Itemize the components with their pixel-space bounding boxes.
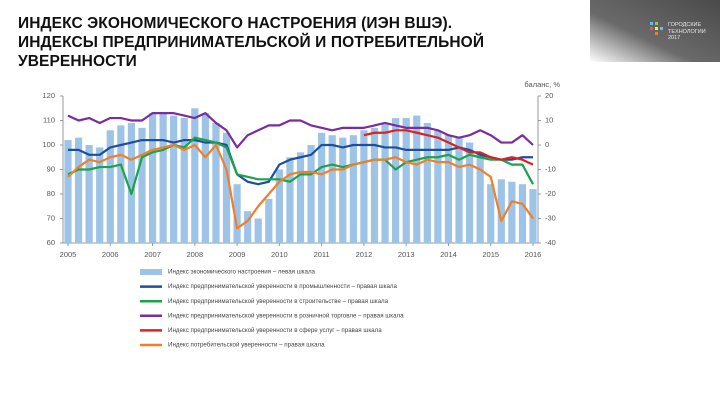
bar bbox=[85, 145, 93, 243]
bar bbox=[392, 118, 400, 243]
logo: ГОРОДСКИЕ ТЕХНОЛОГИИ 2017 bbox=[668, 22, 706, 42]
logo-line: ГОРОДСКИЕ bbox=[668, 22, 702, 28]
bar bbox=[508, 181, 516, 243]
y2-tick-label: 0 bbox=[545, 140, 549, 149]
bar bbox=[487, 184, 495, 243]
bar bbox=[212, 122, 220, 243]
bar bbox=[286, 157, 294, 243]
x-tick-label: 2016 bbox=[525, 250, 542, 259]
bar bbox=[465, 142, 474, 243]
bar bbox=[402, 118, 410, 243]
x-tick-label: 2005 bbox=[60, 250, 77, 259]
y2-tick-label: -30 bbox=[545, 213, 556, 222]
x-tick-label: 2015 bbox=[482, 250, 499, 259]
legend-label: Индекс предпринимательской уверенности в… bbox=[168, 298, 389, 305]
line-series bbox=[67, 112, 534, 149]
legend-label: Индекс предпринимательской уверенности в… bbox=[168, 283, 398, 290]
y2-tick-label: -40 bbox=[545, 238, 556, 247]
bar bbox=[117, 125, 125, 243]
legend-label: Индекс предпринимательской уверенности в… bbox=[168, 327, 382, 334]
bar bbox=[529, 189, 537, 243]
line-series bbox=[68, 139, 533, 186]
title-line: ИНДЕКСЫ ПРЕДПРИНИМАТЕЛЬСКОЙ И ПОТРЕБИТЕЛ… bbox=[18, 34, 485, 70]
bar bbox=[413, 115, 421, 243]
bar bbox=[254, 218, 262, 243]
bar bbox=[423, 122, 431, 243]
bar bbox=[360, 130, 368, 243]
bar bbox=[127, 122, 136, 243]
y2-tick-label: 20 bbox=[545, 91, 553, 100]
legend-label: Индекс потребительской уверенности – пра… bbox=[168, 342, 325, 349]
x-tick-label: 2007 bbox=[144, 250, 161, 259]
bar bbox=[74, 137, 83, 243]
bar bbox=[233, 184, 241, 243]
corner-decoration bbox=[590, 0, 720, 62]
x-tick-label: 2012 bbox=[356, 250, 373, 259]
logo-line: ТЕХНОЛОГИИ bbox=[668, 28, 706, 35]
x-tick-label: 2014 bbox=[440, 250, 457, 259]
bar bbox=[328, 135, 336, 243]
bar bbox=[244, 211, 252, 243]
bar bbox=[96, 147, 104, 243]
y-tick-label: 100 bbox=[42, 140, 55, 149]
bar bbox=[318, 132, 326, 243]
bar bbox=[434, 130, 442, 243]
bar bbox=[64, 140, 72, 243]
line-series bbox=[67, 136, 534, 196]
y-tick-label: 60 bbox=[47, 238, 55, 247]
y2-tick-label: -10 bbox=[545, 164, 556, 173]
line-series bbox=[363, 129, 534, 166]
bar bbox=[191, 108, 199, 243]
bar bbox=[497, 179, 505, 243]
bar bbox=[265, 198, 273, 243]
x-tick-label: 2009 bbox=[229, 250, 246, 259]
bar bbox=[222, 132, 231, 243]
bar bbox=[518, 184, 527, 243]
x-tick-label: 2010 bbox=[271, 250, 288, 259]
bar bbox=[370, 127, 379, 243]
y-tick-label: 80 bbox=[47, 189, 55, 198]
y-tick-label: 70 bbox=[47, 213, 55, 222]
bar bbox=[148, 113, 157, 244]
bar bbox=[455, 137, 463, 243]
bar bbox=[381, 122, 389, 243]
bar bbox=[159, 113, 167, 244]
bar bbox=[275, 169, 283, 243]
y2-tick-label: -20 bbox=[545, 189, 556, 198]
y2-tick-label: 10 bbox=[545, 115, 553, 124]
chart-title: ИНДЕКС ЭКОНОМИЧЕСКОГО НАСТРОЕНИЯ (ИЭН ВШ… bbox=[18, 14, 578, 71]
bar bbox=[201, 113, 209, 244]
legend-label: Индекс экономического настроения – левая… bbox=[168, 269, 316, 276]
bar bbox=[296, 152, 305, 243]
bar bbox=[349, 135, 357, 243]
logo-line: 2017 bbox=[668, 35, 681, 41]
x-tick-label: 2006 bbox=[102, 250, 119, 259]
y-tick-label: 120 bbox=[42, 91, 55, 100]
title-line: ИНДЕКС ЭКОНОМИЧЕСКОГО НАСТРОЕНИЯ (ИЭН ВШ… bbox=[18, 15, 453, 32]
y2-axis-label: баланс, % bbox=[524, 80, 560, 89]
legend-swatch bbox=[140, 269, 162, 275]
bar bbox=[170, 115, 178, 243]
y-tick-label: 90 bbox=[47, 164, 55, 173]
bar bbox=[339, 137, 347, 243]
x-tick-label: 2013 bbox=[398, 250, 415, 259]
bar bbox=[444, 135, 453, 243]
bar bbox=[106, 130, 114, 243]
x-tick-label: 2011 bbox=[314, 250, 330, 259]
bar bbox=[476, 152, 484, 243]
logo-icon bbox=[650, 22, 663, 35]
legend-label: Индекс предпринимательской уверенности в… bbox=[168, 312, 404, 319]
y-tick-label: 110 bbox=[43, 115, 55, 124]
x-tick-label: 2008 bbox=[186, 250, 203, 259]
bar bbox=[138, 127, 146, 243]
line-series bbox=[67, 143, 534, 230]
bar bbox=[180, 118, 188, 243]
bar bbox=[307, 145, 315, 243]
